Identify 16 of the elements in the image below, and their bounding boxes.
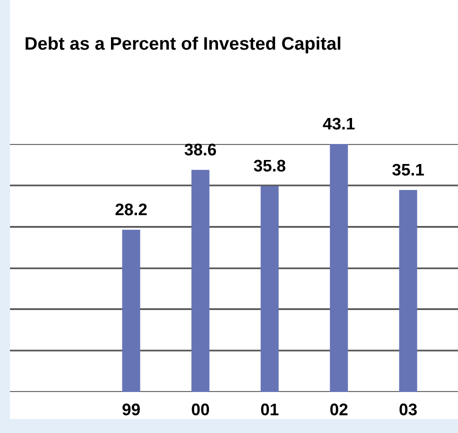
x-tick-label: 01 (261, 404, 278, 416)
data-label: 38.6 (184, 144, 216, 156)
data-label: 28.2 (116, 204, 147, 216)
bar (260, 186, 279, 392)
x-tick-label: 00 (192, 404, 210, 416)
bar (399, 190, 418, 392)
data-label: 35.8 (254, 160, 286, 172)
bar (122, 230, 140, 392)
x-tick-label: 03 (400, 404, 417, 416)
chart-title: Debt as a Percent of Invested Capital (26, 36, 340, 54)
data-label: 35.1 (392, 164, 424, 176)
x-tick-label: 99 (122, 404, 140, 416)
data-label: 43.1 (322, 118, 355, 130)
bar (191, 170, 210, 392)
bar (330, 144, 348, 392)
x-tick-label: 02 (330, 404, 348, 416)
